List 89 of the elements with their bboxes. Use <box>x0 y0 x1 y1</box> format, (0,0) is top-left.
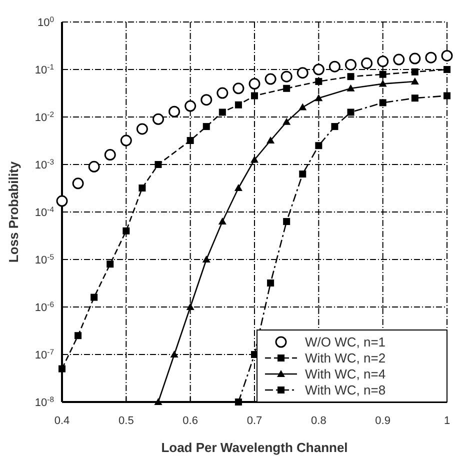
point <box>379 99 386 106</box>
point <box>410 77 419 84</box>
point <box>328 60 340 72</box>
point <box>218 218 226 225</box>
point <box>72 178 84 190</box>
point <box>218 108 226 116</box>
point <box>154 398 162 405</box>
y-tick-label: 10$^{-5}$ <box>34 252 54 266</box>
point <box>346 84 355 92</box>
point <box>154 161 162 168</box>
x-tick-label: 0.5 <box>118 415 134 427</box>
point <box>170 350 178 358</box>
legend-label: With WC, n=4 <box>305 366 386 382</box>
point <box>58 365 66 372</box>
y-tick-label: 10$^{-2}$ <box>34 110 54 124</box>
point <box>347 73 354 80</box>
y-tick-label: 10$^{0}$ <box>37 14 54 29</box>
legend-label: With WC, n=8 <box>305 382 386 398</box>
x-tick-label: 0.8 <box>311 415 326 427</box>
point <box>393 54 405 66</box>
point <box>409 52 421 64</box>
point <box>379 70 386 78</box>
y-tick-label: 10$^{-1}$ <box>34 62 54 76</box>
point <box>122 227 130 234</box>
point <box>315 78 322 85</box>
point <box>120 134 132 146</box>
point <box>361 58 373 70</box>
point <box>250 156 258 163</box>
point <box>347 108 354 116</box>
point <box>283 84 290 92</box>
point <box>299 170 306 178</box>
point <box>202 123 210 130</box>
point <box>251 92 258 100</box>
point <box>425 52 437 64</box>
point <box>202 256 210 262</box>
x-tick-label: 0.9 <box>375 415 390 427</box>
y-tick-label: 10$^{-4}$ <box>34 204 55 219</box>
point <box>234 398 242 406</box>
point <box>184 100 196 112</box>
x-tick-label: 0.7 <box>246 415 262 427</box>
point <box>264 73 276 85</box>
point <box>411 68 418 76</box>
y-tick-label: 10$^{-7}$ <box>34 347 54 362</box>
x-tick-label: 1 <box>444 415 450 427</box>
point <box>441 50 453 62</box>
legend-label: W/O WC, n=1 <box>305 334 386 350</box>
point <box>106 260 114 268</box>
point <box>168 106 180 118</box>
point <box>282 118 291 125</box>
y-axis-title: Loss Probability <box>6 160 21 263</box>
point <box>186 303 194 310</box>
point <box>444 66 450 73</box>
point <box>232 82 244 94</box>
point <box>200 94 212 106</box>
point <box>248 78 260 90</box>
point <box>378 80 387 87</box>
point <box>136 123 148 135</box>
point <box>298 103 307 110</box>
point <box>104 149 116 161</box>
point <box>186 137 194 144</box>
point <box>152 113 164 125</box>
x-tick-label: 0.4 <box>54 415 70 427</box>
y-tick-label: 10$^{-6}$ <box>34 300 54 314</box>
y-tick-label: 10$^{-3}$ <box>34 157 54 172</box>
point <box>377 56 389 68</box>
legend-label: With WC, n=2 <box>305 350 386 366</box>
x-tick-label: 0.6 <box>182 415 198 427</box>
point <box>267 280 274 287</box>
point <box>444 92 450 100</box>
point <box>331 123 338 130</box>
point <box>411 94 418 102</box>
point <box>283 218 290 226</box>
point <box>296 67 308 79</box>
point <box>216 87 228 99</box>
x-axis-title: Load Per Wavelength Channel <box>161 440 348 455</box>
point <box>234 101 242 108</box>
point <box>315 142 322 150</box>
point <box>314 94 323 102</box>
point <box>88 160 100 172</box>
point <box>266 136 275 144</box>
point <box>345 58 356 70</box>
point <box>312 64 324 76</box>
point <box>56 195 68 207</box>
point <box>138 184 146 192</box>
y-tick-label: 10$^{-8}$ <box>34 394 54 409</box>
point <box>280 70 292 82</box>
point <box>74 332 82 340</box>
point <box>90 294 98 301</box>
point <box>234 184 242 192</box>
